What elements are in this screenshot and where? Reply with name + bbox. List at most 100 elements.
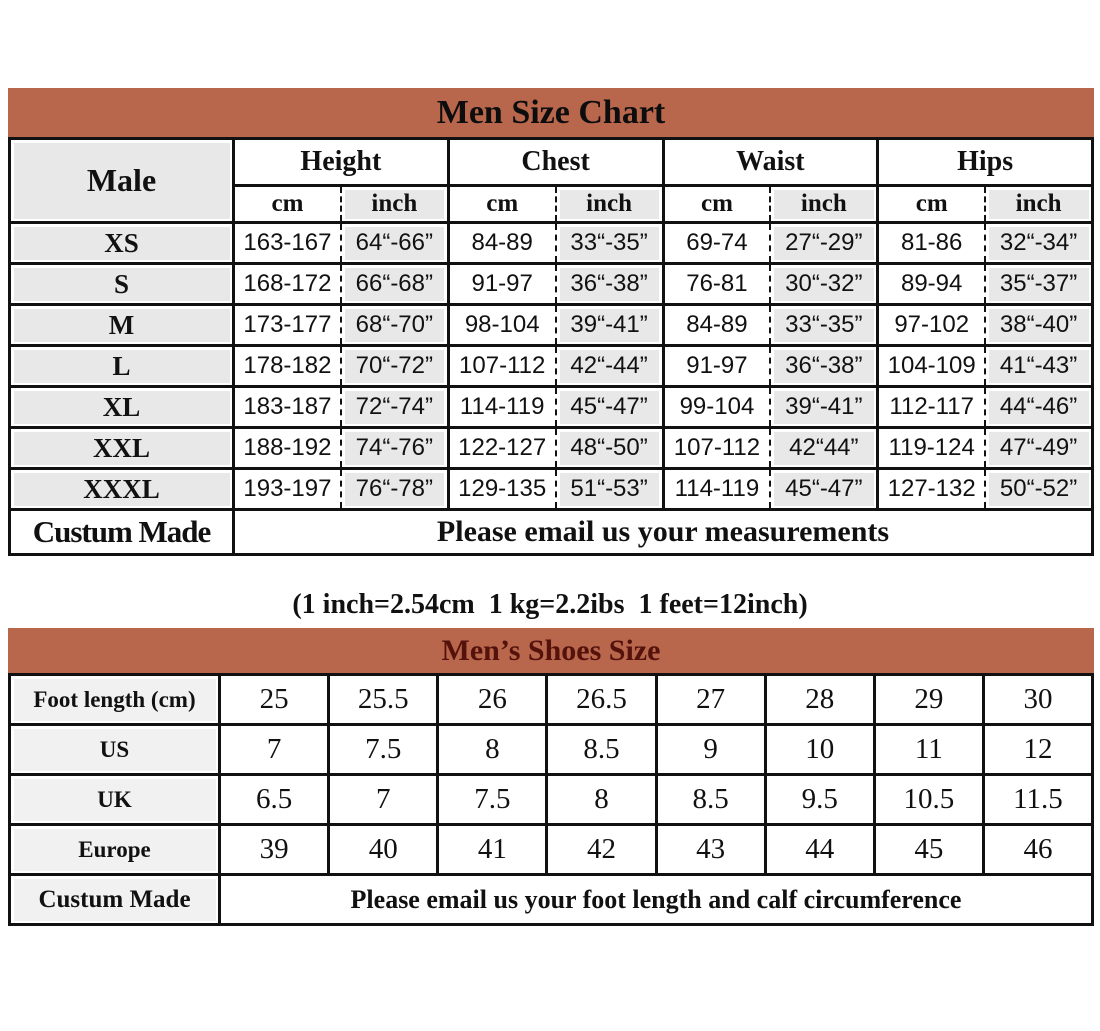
value-cell: 114-119 [446, 385, 557, 429]
value-cell: 178-182 [231, 344, 342, 388]
value-cell: 69-74 [661, 221, 772, 265]
shoes-value-cell: 44 [763, 823, 876, 876]
shoes-value-cell: 8.5 [545, 723, 658, 776]
custom-made-label: Custum Made [8, 508, 235, 556]
shoes-value-cell: 9 [654, 723, 767, 776]
size-row-xl: XL 183-187 72“-74” 114-119 45“-47” 99-10… [8, 385, 1095, 429]
shoes-value-cell: 7.5 [327, 723, 440, 776]
value-cell: 64“-66” [339, 221, 450, 265]
value-cell: 188-192 [231, 426, 342, 470]
size-label: XS [8, 221, 235, 265]
shoes-value-cell: 7 [217, 723, 331, 776]
value-cell: 114-119 [661, 467, 772, 511]
shoes-value-cell: 46 [981, 823, 1095, 876]
unit-header-inch: inch [769, 184, 880, 224]
men-table-header-units: cm inch cm inch cm inch cm inch [10, 184, 1095, 224]
value-cell: 127-132 [876, 467, 987, 511]
men-size-chart-title-bar: Men Size Chart [8, 88, 1094, 137]
value-cell: 42“-44” [554, 344, 665, 388]
size-label: M [8, 303, 235, 347]
value-cell: 97-102 [876, 303, 987, 347]
value-cell: 44“-46” [984, 385, 1095, 429]
value-cell: 98-104 [446, 303, 557, 347]
shoes-value-cell: 25 [217, 673, 331, 726]
shoes-value-cell: 8.5 [654, 773, 767, 826]
shoes-value-cell: 10 [763, 723, 876, 776]
shoes-value-cell: 11.5 [981, 773, 1095, 826]
unit-header-cm: cm [661, 184, 772, 224]
shoes-value-cell: 39 [217, 823, 331, 876]
size-label: XXXL [8, 467, 235, 511]
shoes-value-cell: 7 [327, 773, 440, 826]
shoes-value-cell: 12 [981, 723, 1095, 776]
custom-made-row: Custum Made Please email us your measure… [8, 508, 1094, 556]
unit-conversion-note: (1 inch=2.54cm 1 kg=2.2ibs 1 feet=12inch… [292, 589, 808, 620]
shoes-size-table: Foot length (cm) 25 25.5 26 26.5 27 28 2… [8, 673, 1095, 926]
group-header-chest: Chest [446, 137, 665, 187]
value-cell: 51“-53” [554, 467, 665, 511]
custom-made-message: Please email us your measurements [232, 508, 1094, 556]
shoes-value-cell: 43 [654, 823, 767, 876]
shoes-row-us: US 7 7.5 8 8.5 9 10 11 12 [8, 723, 1095, 776]
value-cell: 68“-70” [339, 303, 450, 347]
value-cell: 32“-34” [984, 221, 1095, 265]
value-cell: 81-86 [876, 221, 987, 265]
value-cell: 27“-29” [769, 221, 880, 265]
value-cell: 163-167 [231, 221, 342, 265]
group-header-height: Height [232, 137, 450, 187]
value-cell: 39“-41” [769, 385, 880, 429]
shoes-size-title: Men’s Shoes Size [441, 633, 661, 667]
shoes-value-cell: 8 [436, 723, 549, 776]
value-cell: 36“-38” [769, 344, 880, 388]
unit-header-cm: cm [231, 184, 342, 224]
men-size-chart-section: Men Size Chart Male Height Chest Waist H… [8, 88, 1095, 556]
value-cell: 41“-43” [984, 344, 1095, 388]
value-cell: 84-89 [661, 303, 772, 347]
shoes-value-cell: 40 [327, 823, 440, 876]
value-cell: 193-197 [231, 467, 342, 511]
value-cell: 38“-40” [984, 303, 1095, 347]
shoes-value-cell: 27 [654, 673, 767, 726]
value-cell: 76“-78” [339, 467, 450, 511]
value-cell: 50“-52” [984, 467, 1095, 511]
unit-header-cm: cm [446, 184, 557, 224]
shoes-value-cell: 9.5 [763, 773, 876, 826]
shoes-value-cell: 30 [981, 673, 1095, 726]
men-size-chart-title: Men Size Chart [436, 93, 666, 131]
value-cell: 42“44” [769, 426, 880, 470]
shoes-size-title-bar: Men’s Shoes Size [8, 628, 1094, 673]
value-cell: 129-135 [446, 467, 557, 511]
value-cell: 33“-35” [769, 303, 880, 347]
value-cell: 35“-37” [984, 262, 1095, 306]
shoes-value-cell: 11 [872, 723, 985, 776]
shoes-value-cell: 6.5 [217, 773, 331, 826]
shoes-value-cell: 10.5 [872, 773, 985, 826]
value-cell: 76-81 [661, 262, 772, 306]
unit-header-inch: inch [554, 184, 665, 224]
value-cell: 45“-47” [769, 467, 880, 511]
shoes-custom-made-label: Custum Made [8, 873, 221, 926]
shoes-value-cell: 29 [872, 673, 985, 726]
shoes-value-cell: 28 [763, 673, 876, 726]
shoes-value-cell: 45 [872, 823, 985, 876]
size-row-s: S 168-172 66“-68” 91-97 36“-38” 76-81 30… [8, 262, 1095, 306]
unit-header-cm: cm [876, 184, 987, 224]
group-header-waist: Waist [661, 137, 880, 187]
value-cell: 173-177 [231, 303, 342, 347]
value-cell: 168-172 [231, 262, 342, 306]
value-cell: 45“-47” [554, 385, 665, 429]
size-label: S [8, 262, 235, 306]
value-cell: 47“-49” [984, 426, 1095, 470]
shoes-value-cell: 41 [436, 823, 549, 876]
shoes-row-uk: UK 6.5 7 7.5 8 8.5 9.5 10.5 11.5 [8, 773, 1095, 826]
value-cell: 72“-74” [339, 385, 450, 429]
shoes-value-cell: 7.5 [436, 773, 549, 826]
size-row-xs: XS 163-167 64“-66” 84-89 33“-35” 69-74 2… [8, 221, 1095, 265]
shoes-value-cell: 26 [436, 673, 549, 726]
value-cell: 91-97 [661, 344, 772, 388]
corner-cell-male: Male [8, 137, 235, 224]
size-row-xxl: XXL 188-192 74“-76” 122-127 48“-50” 107-… [8, 426, 1095, 470]
size-label: XL [8, 385, 235, 429]
shoes-value-cell: 25.5 [327, 673, 440, 726]
